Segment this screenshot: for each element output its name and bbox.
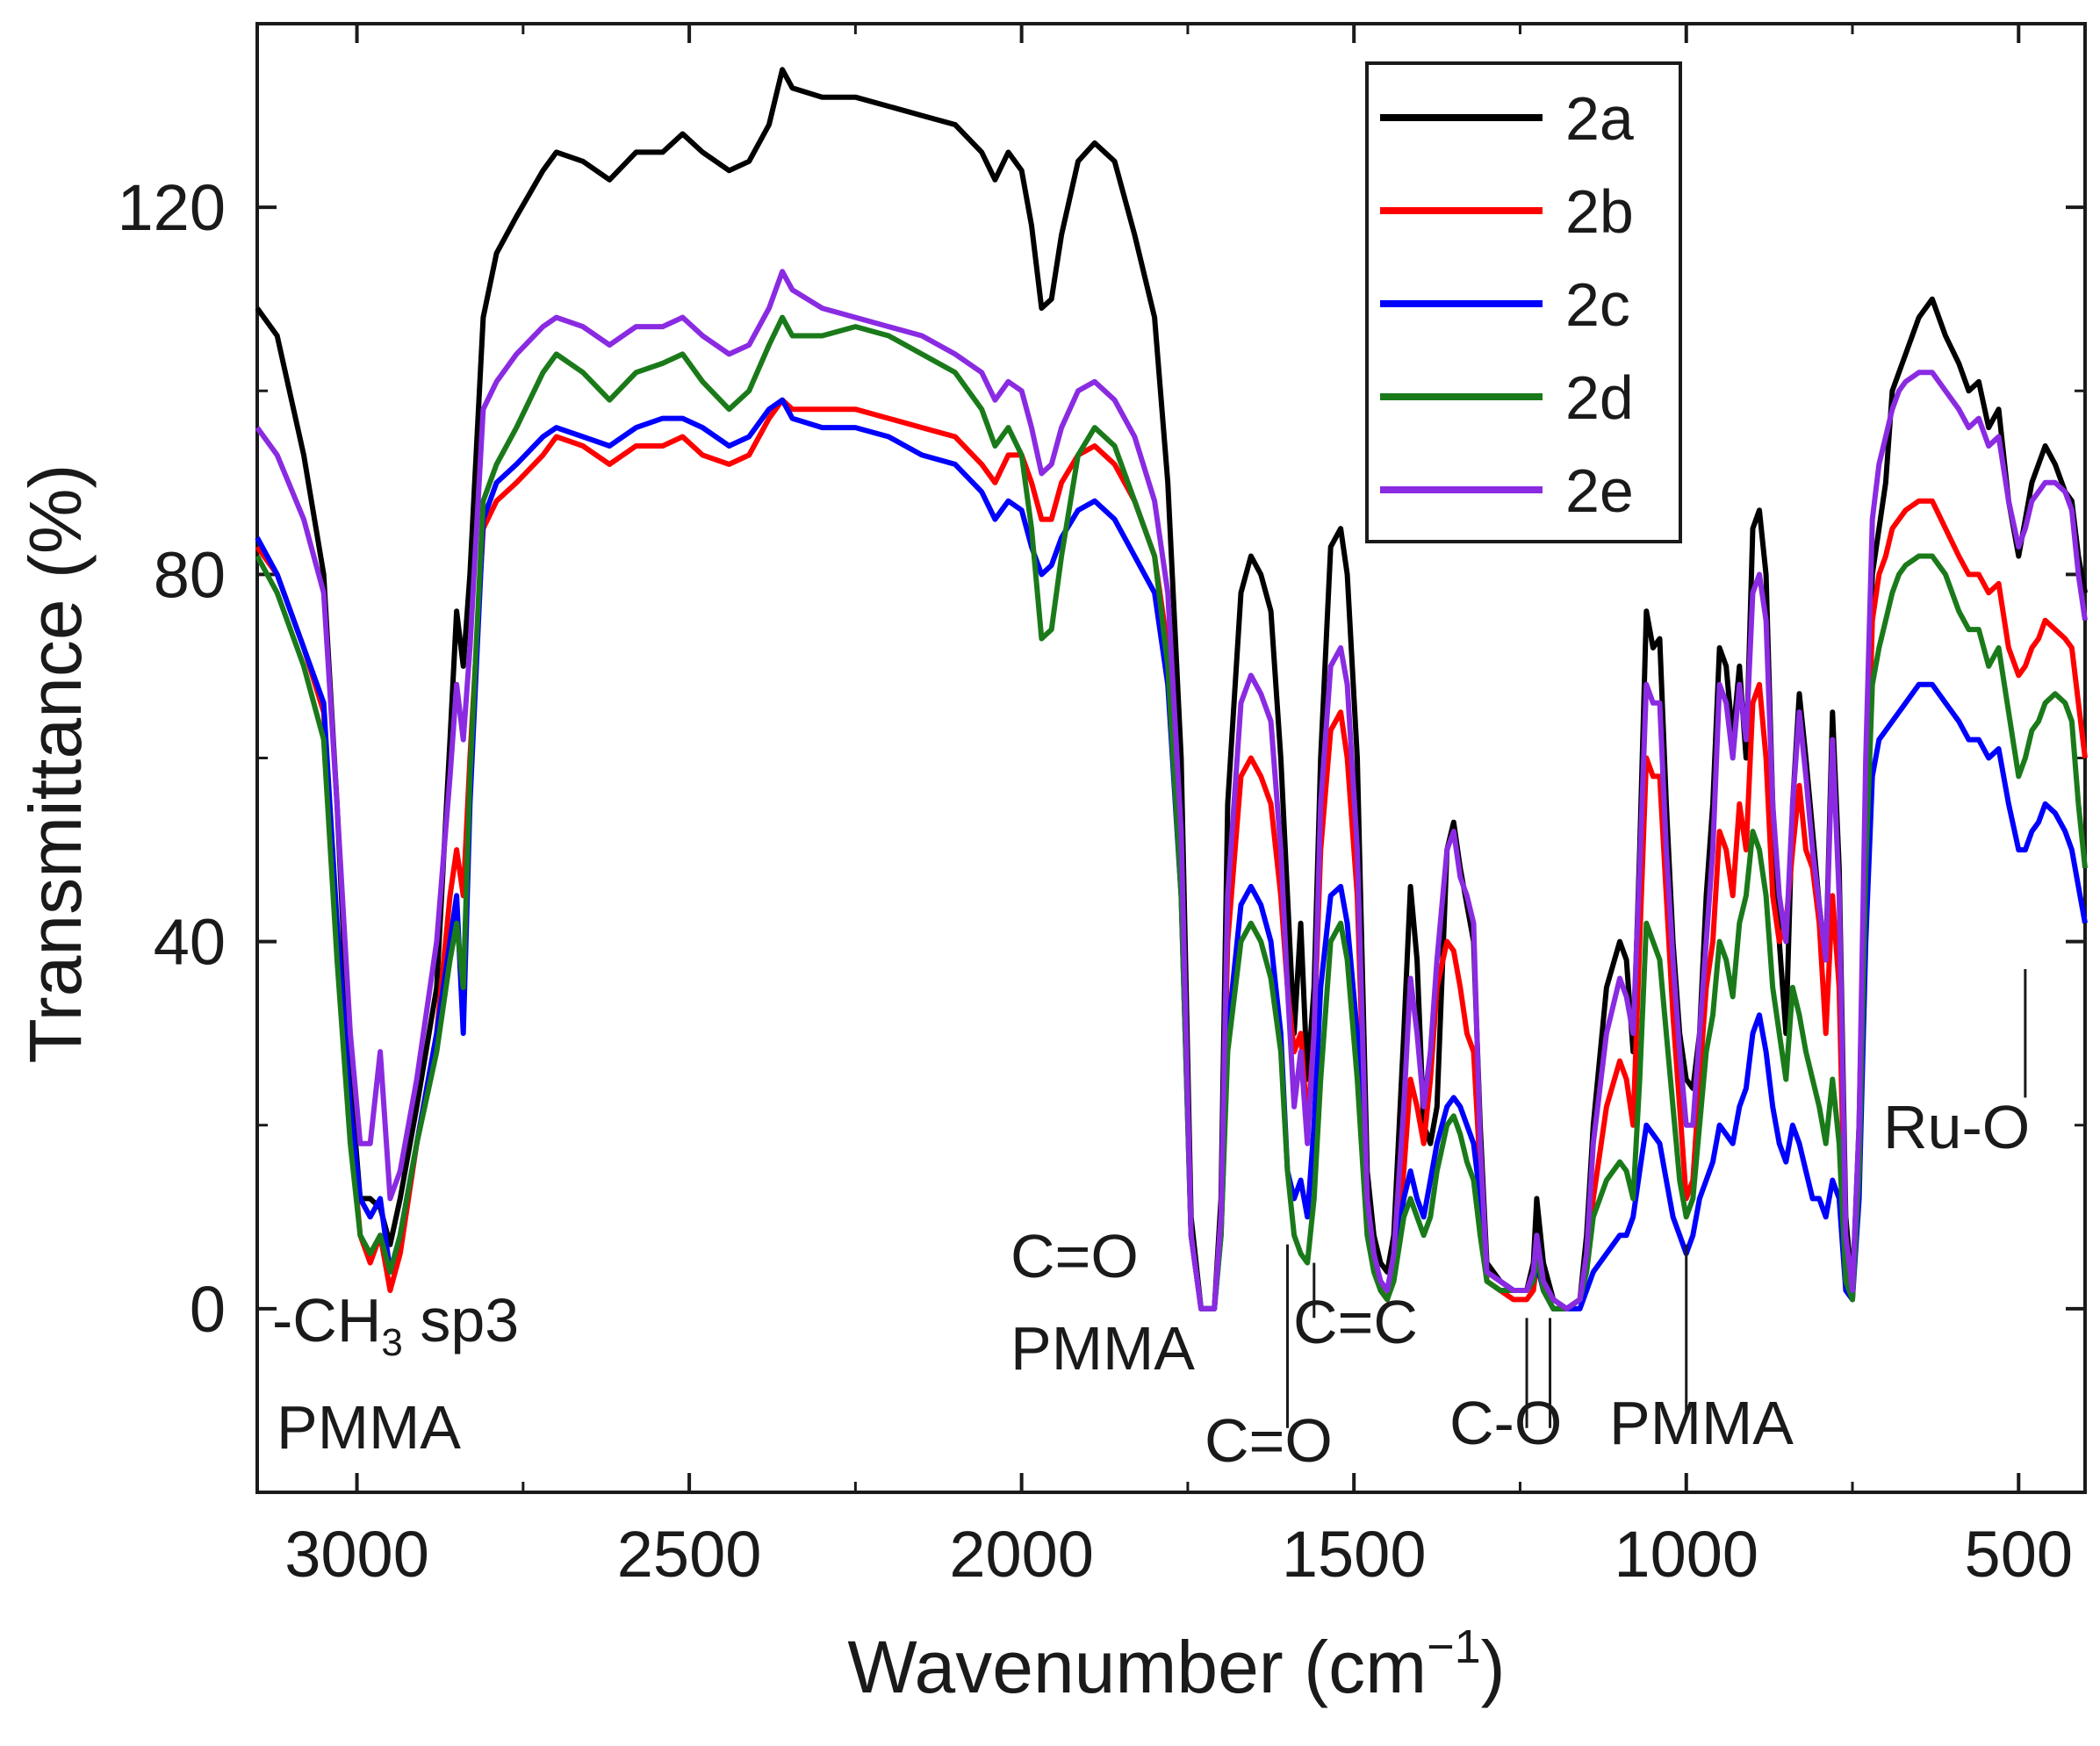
annotation-pmma-2: PMMA [1010, 1314, 1195, 1383]
legend-label-2e: 2e [1565, 456, 1634, 525]
y-tick-label-0: 0 [190, 1273, 226, 1346]
x-tick-label-3000: 3000 [284, 1518, 429, 1591]
y-tick-label-80: 80 [154, 538, 226, 611]
x-tick-label-500: 500 [1965, 1518, 2073, 1591]
annotation-co-2: C=O [1205, 1406, 1333, 1475]
legend-label-2a: 2a [1565, 84, 1634, 153]
series-line-2e [255, 269, 2088, 1311]
x-tick-label-1500: 1500 [1282, 1518, 1427, 1591]
series-line-2d [255, 314, 2088, 1311]
annotation-ch3-sp3: -CH3 sp3 [272, 1286, 519, 1364]
annotation-pmma-3: PMMA [1609, 1389, 1794, 1457]
legend-label-2d: 2d [1565, 363, 1634, 432]
x-tick-label-2000: 2000 [949, 1518, 1094, 1591]
legend-label-2b: 2b [1565, 177, 1634, 246]
annotation-cc: C=C [1293, 1288, 1418, 1356]
annotation-c-o: C-O [1449, 1389, 1562, 1457]
y-tick-label-120: 120 [118, 171, 226, 244]
x-tick-label-1000: 1000 [1614, 1518, 1758, 1591]
series-group [255, 67, 2088, 1311]
axis-ticks: 3000 2500 2000 1500 1000 500 0 40 80 120 [118, 22, 2085, 1591]
annotation-co-pmma: C=O [1010, 1222, 1139, 1290]
legend-items: 2a 2b 2c 2d 2e [1380, 84, 1634, 525]
annotation-callouts [1285, 968, 2027, 1428]
legend-label-2c: 2c [1565, 270, 1630, 339]
annotation-ru-o: Ru-O [1883, 1093, 2030, 1161]
y-tick-label-40: 40 [154, 906, 226, 979]
y-axis-title: Transmittance (%) [14, 463, 97, 1063]
annotation-pmma-1: PMMA [277, 1393, 461, 1462]
x-tick-label-2500: 2500 [617, 1518, 762, 1591]
x-axis-title: Wavenumber (cm−1) [847, 1620, 1505, 1708]
legend: 2a 2b 2c 2d 2e [1365, 61, 1682, 543]
